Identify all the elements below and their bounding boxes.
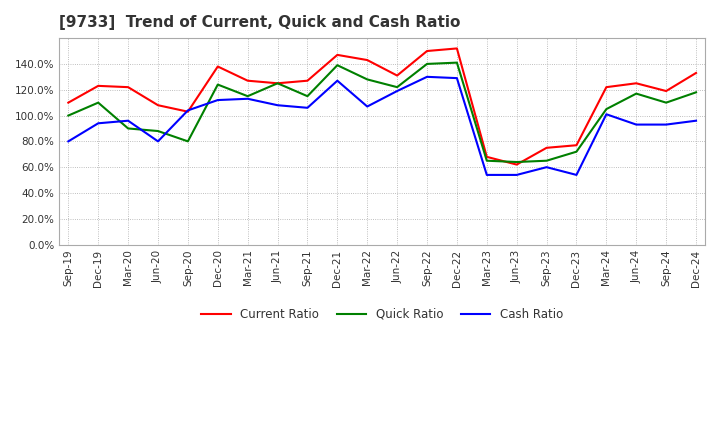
Cash Ratio <box>632 122 641 127</box>
Legend: Current Ratio, Quick Ratio, Cash Ratio: Current Ratio, Quick Ratio, Cash Ratio <box>197 303 568 326</box>
Cash Ratio <box>184 108 192 113</box>
Current Ratio <box>692 70 701 76</box>
Line: Current Ratio: Current Ratio <box>68 48 696 165</box>
Current Ratio <box>363 57 372 62</box>
Cash Ratio <box>94 121 102 126</box>
Current Ratio <box>303 78 312 83</box>
Cash Ratio <box>243 96 252 101</box>
Current Ratio <box>274 81 282 86</box>
Quick Ratio <box>243 94 252 99</box>
Current Ratio <box>482 154 491 159</box>
Cash Ratio <box>303 105 312 110</box>
Current Ratio <box>542 145 551 150</box>
Cash Ratio <box>482 172 491 178</box>
Cash Ratio <box>602 112 611 117</box>
Current Ratio <box>213 64 222 69</box>
Cash Ratio <box>662 122 670 127</box>
Current Ratio <box>94 83 102 88</box>
Current Ratio <box>393 73 402 78</box>
Quick Ratio <box>213 82 222 87</box>
Quick Ratio <box>632 91 641 96</box>
Current Ratio <box>333 52 342 58</box>
Quick Ratio <box>423 61 431 66</box>
Quick Ratio <box>393 84 402 90</box>
Current Ratio <box>453 46 462 51</box>
Cash Ratio <box>64 139 73 144</box>
Quick Ratio <box>602 106 611 112</box>
Current Ratio <box>124 84 132 90</box>
Cash Ratio <box>572 172 581 178</box>
Cash Ratio <box>513 172 521 178</box>
Quick Ratio <box>542 158 551 163</box>
Quick Ratio <box>274 81 282 86</box>
Quick Ratio <box>453 60 462 65</box>
Quick Ratio <box>184 139 192 144</box>
Cash Ratio <box>153 139 162 144</box>
Cash Ratio <box>692 118 701 123</box>
Cash Ratio <box>363 104 372 109</box>
Current Ratio <box>64 100 73 105</box>
Quick Ratio <box>513 159 521 165</box>
Line: Quick Ratio: Quick Ratio <box>68 62 696 162</box>
Quick Ratio <box>662 100 670 105</box>
Quick Ratio <box>363 77 372 82</box>
Current Ratio <box>662 88 670 94</box>
Cash Ratio <box>213 97 222 103</box>
Line: Cash Ratio: Cash Ratio <box>68 77 696 175</box>
Quick Ratio <box>94 100 102 105</box>
Quick Ratio <box>572 149 581 154</box>
Cash Ratio <box>423 74 431 80</box>
Current Ratio <box>184 109 192 114</box>
Current Ratio <box>423 48 431 54</box>
Current Ratio <box>513 162 521 167</box>
Cash Ratio <box>124 118 132 123</box>
Text: [9733]  Trend of Current, Quick and Cash Ratio: [9733] Trend of Current, Quick and Cash … <box>59 15 461 30</box>
Current Ratio <box>602 84 611 90</box>
Quick Ratio <box>482 158 491 163</box>
Current Ratio <box>243 78 252 83</box>
Cash Ratio <box>333 78 342 83</box>
Cash Ratio <box>274 103 282 108</box>
Quick Ratio <box>692 90 701 95</box>
Quick Ratio <box>333 62 342 68</box>
Cash Ratio <box>542 165 551 170</box>
Quick Ratio <box>64 113 73 118</box>
Quick Ratio <box>124 126 132 131</box>
Current Ratio <box>572 143 581 148</box>
Current Ratio <box>632 81 641 86</box>
Quick Ratio <box>303 94 312 99</box>
Quick Ratio <box>153 128 162 134</box>
Cash Ratio <box>453 76 462 81</box>
Cash Ratio <box>393 88 402 94</box>
Current Ratio <box>153 103 162 108</box>
